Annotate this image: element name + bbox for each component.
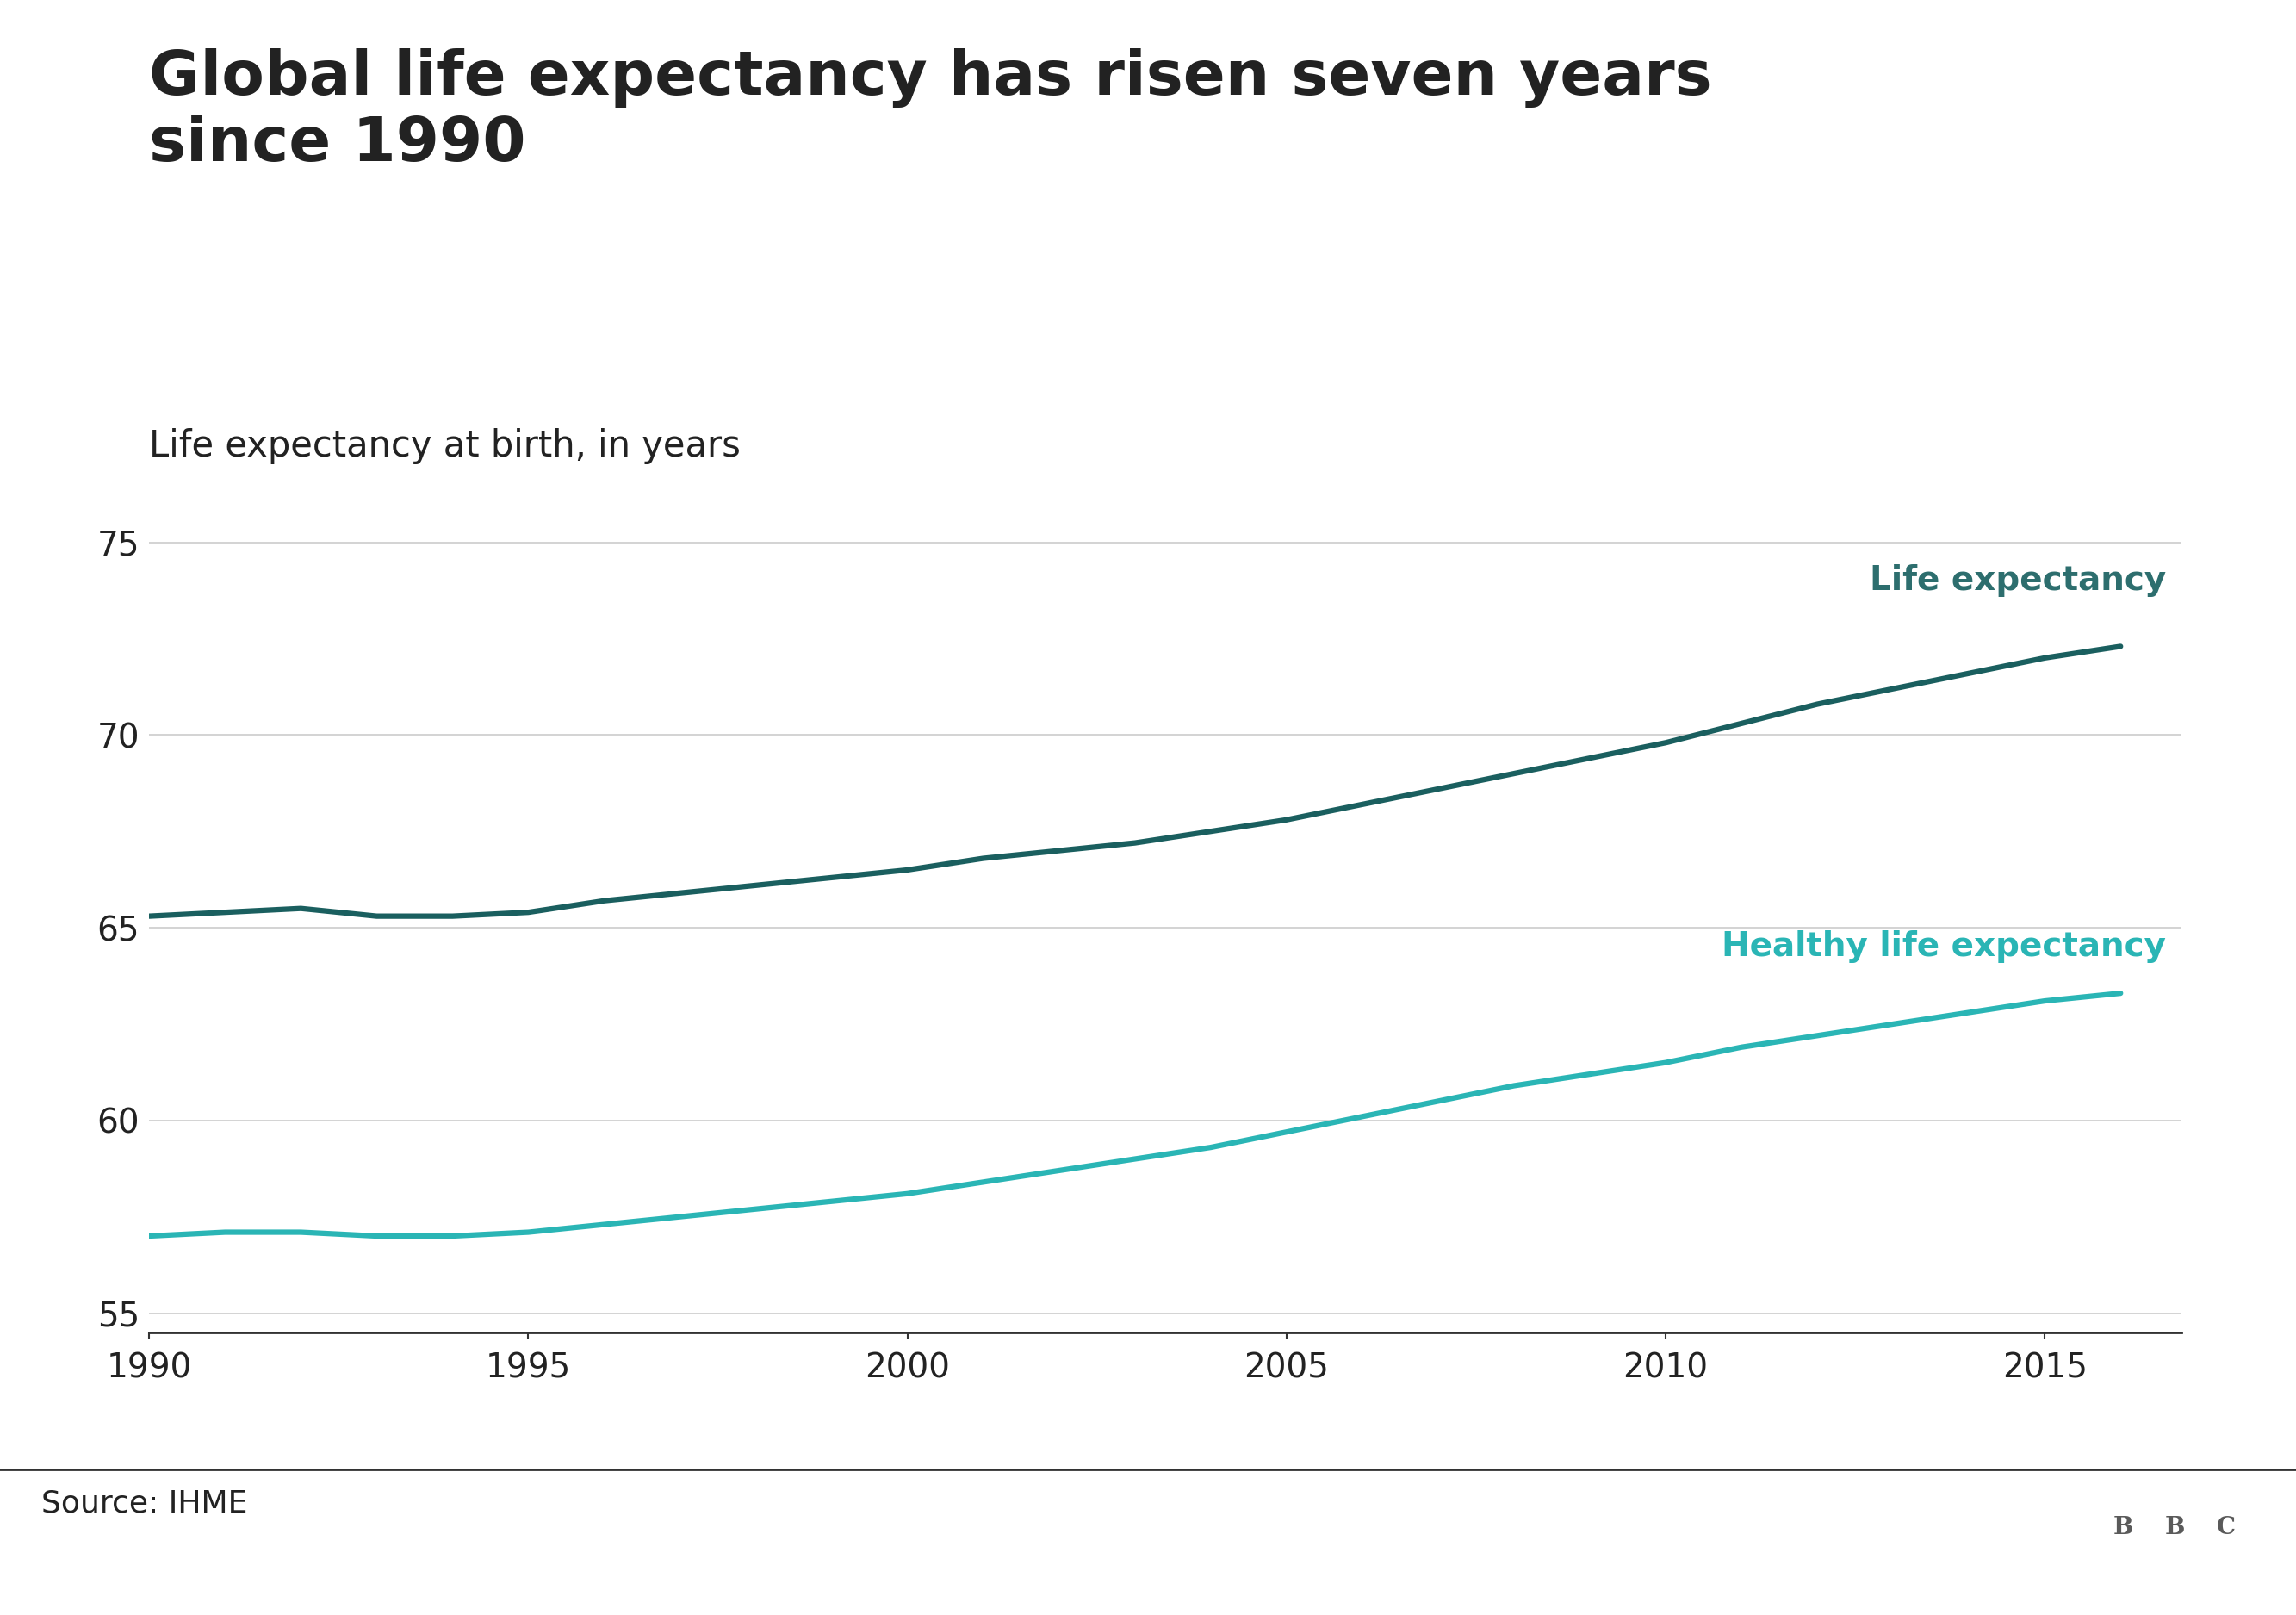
Text: Global life expectancy has risen seven years
since 1990: Global life expectancy has risen seven y… (149, 48, 1713, 174)
Text: Source: IHME: Source: IHME (41, 1489, 248, 1518)
Text: B: B (2112, 1516, 2133, 1539)
Text: B: B (2165, 1516, 2183, 1539)
Text: Life expectancy at birth, in years: Life expectancy at birth, in years (149, 428, 742, 464)
Text: Life expectancy: Life expectancy (1869, 565, 2165, 598)
FancyBboxPatch shape (2154, 1487, 2195, 1568)
FancyBboxPatch shape (2103, 1487, 2144, 1568)
FancyBboxPatch shape (2204, 1487, 2245, 1568)
Text: Healthy life expectancy: Healthy life expectancy (1722, 930, 2165, 963)
Text: C: C (2216, 1516, 2236, 1539)
